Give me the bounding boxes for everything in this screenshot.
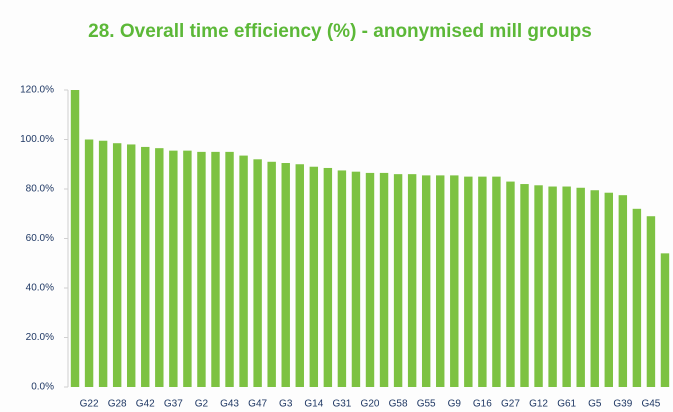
bar xyxy=(632,208,642,387)
x-tick-label: G61 xyxy=(557,399,576,410)
bar xyxy=(183,150,192,387)
bar xyxy=(155,148,164,387)
bar xyxy=(84,139,94,387)
x-tick-label: G9 xyxy=(448,399,462,410)
x-tick-label: G3 xyxy=(279,399,293,410)
bar xyxy=(407,174,417,387)
x-tick-label: G47 xyxy=(248,399,267,410)
bar xyxy=(253,159,262,387)
bar xyxy=(478,176,487,387)
x-tick-label: G16 xyxy=(473,399,492,410)
bar xyxy=(295,164,304,387)
bar xyxy=(534,185,543,387)
x-tick-label: G43 xyxy=(220,399,239,410)
bar xyxy=(393,174,403,387)
x-tick-label: G22 xyxy=(80,399,99,410)
y-tick-label: 100.0% xyxy=(20,134,54,145)
bar xyxy=(98,140,108,387)
x-tick-label: G55 xyxy=(417,399,436,410)
bar xyxy=(309,166,319,387)
bar xyxy=(169,150,178,387)
bar xyxy=(590,190,599,387)
bar xyxy=(365,172,375,387)
x-tick-label: G28 xyxy=(108,399,127,410)
x-tick-label: G42 xyxy=(136,399,155,410)
x-tick-label: G2 xyxy=(195,399,209,410)
bar xyxy=(112,143,122,387)
y-tick-label: 40.0% xyxy=(26,283,54,294)
bar xyxy=(323,167,333,387)
bar xyxy=(506,181,515,387)
x-tick-label: G12 xyxy=(529,399,548,410)
bar xyxy=(70,90,80,387)
y-tick-label: 60.0% xyxy=(26,233,54,244)
bar xyxy=(618,195,628,387)
x-tick-label: G37 xyxy=(164,399,183,410)
bar xyxy=(197,151,206,387)
bar xyxy=(337,170,347,387)
bar xyxy=(520,184,529,387)
bar xyxy=(225,151,234,387)
x-tick-label: G45 xyxy=(641,399,660,410)
bar xyxy=(646,216,656,387)
x-tick-label: G39 xyxy=(613,399,632,410)
bar xyxy=(126,144,136,387)
bar xyxy=(211,151,220,387)
bar xyxy=(492,176,501,387)
bar xyxy=(562,186,571,387)
bar xyxy=(351,171,361,387)
y-tick-label: 120.0% xyxy=(20,85,54,96)
bar xyxy=(436,175,445,387)
bar xyxy=(660,253,670,387)
x-tick-label: G31 xyxy=(332,399,351,410)
bar xyxy=(421,175,431,387)
x-tick-label: G5 xyxy=(588,399,602,410)
y-tick-label: 80.0% xyxy=(26,184,54,195)
x-tick-label: G27 xyxy=(501,399,520,410)
chart-title: 28. Overall time efficiency (%) - anonym… xyxy=(88,21,592,42)
bar xyxy=(464,176,473,387)
x-tick-label: G20 xyxy=(361,399,380,410)
bar xyxy=(576,187,585,387)
bar xyxy=(141,146,150,387)
bar xyxy=(548,186,557,387)
bar xyxy=(239,155,248,387)
bar xyxy=(267,161,276,387)
bar xyxy=(379,172,389,387)
y-tick-label: 20.0% xyxy=(26,332,54,343)
x-tick-label: G14 xyxy=(304,399,323,410)
x-tick-label: G58 xyxy=(389,399,408,410)
bar xyxy=(450,175,459,387)
bar xyxy=(604,192,614,387)
y-tick-label: 0.0% xyxy=(31,382,54,393)
bar xyxy=(281,163,290,387)
